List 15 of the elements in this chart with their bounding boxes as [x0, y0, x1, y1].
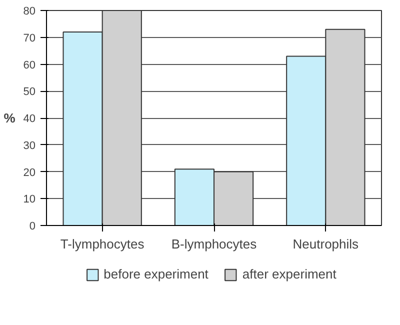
y-tick-label: 60 [23, 59, 36, 72]
y-tick-label: 50 [23, 86, 36, 98]
x-tick-label: Neutrophils [292, 236, 360, 252]
y-tick-label: 20 [23, 166, 36, 179]
x-tick-label: B-lymphocytes [171, 236, 258, 252]
y-tick-label: 30 [23, 140, 36, 152]
legend-label: before experiment [104, 266, 208, 282]
x-tick-label: T-lymphocytes [60, 236, 145, 252]
y-tick-label: 80 [23, 6, 36, 18]
legend-label: after experiment [242, 266, 336, 282]
y-axis-title: % [4, 110, 16, 126]
y-tick-label: 10 [23, 194, 36, 206]
y-tick-label: 70 [23, 32, 36, 44]
y-tick-label: 40 [23, 113, 36, 125]
y-tick-label: 0 [29, 220, 36, 232]
